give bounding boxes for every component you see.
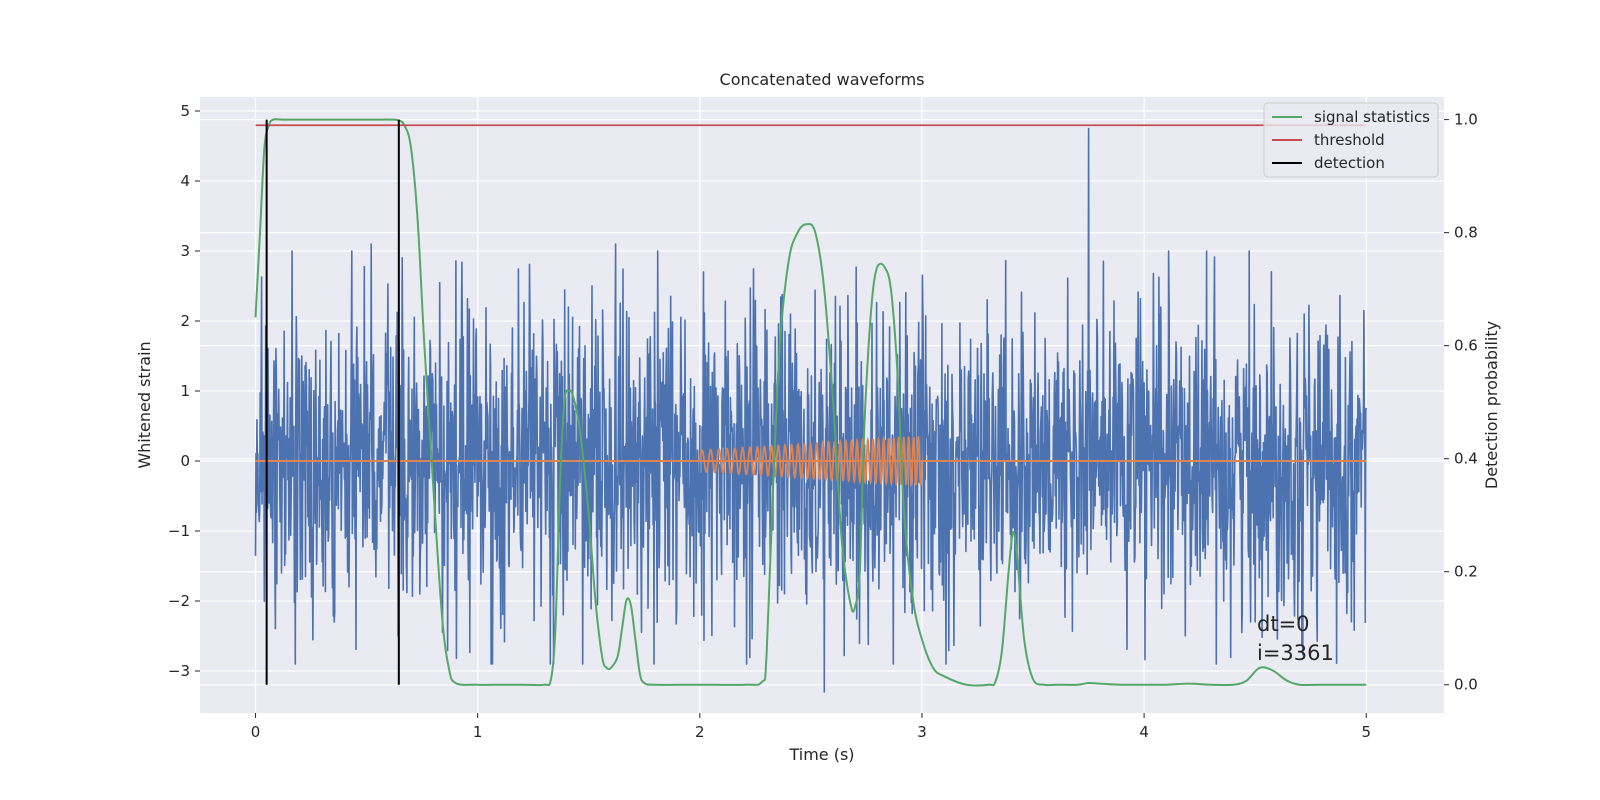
legend-box	[1263, 102, 1439, 178]
y-tick-label: 5	[180, 102, 190, 120]
x-tick-label: 0	[251, 723, 261, 741]
y-tick-label: 3	[180, 242, 190, 260]
y-axis-right-label: Detection probability	[1482, 321, 1501, 489]
legend-entry-threshold: threshold	[1314, 131, 1385, 149]
y-tick-label: 1	[180, 382, 190, 400]
x-tick-label: 4	[1139, 723, 1149, 741]
y-tick-label: −1	[168, 522, 190, 540]
legend: signal statistics threshold detection	[1263, 102, 1439, 178]
axis-ticks: 0 1 2 3 4 5 −3 −2 −1 0 1 2 3 4 5 0.0 0.2 0.4 0.6 0.8 1.0	[168, 102, 1478, 741]
y-tick-label: −3	[168, 662, 190, 680]
injection-chirp	[698, 434, 923, 488]
strain-series	[254, 127, 1368, 693]
strain-line	[254, 127, 1368, 693]
probability-series	[254, 118, 1367, 687]
y-axis-label: Whitened strain	[135, 341, 154, 468]
x-tick-label: 1	[473, 723, 483, 741]
chart-title: Concatenated waveforms	[720, 70, 925, 89]
y-right-tick-label: 1.0	[1454, 111, 1478, 129]
y-tick-label: 4	[180, 172, 190, 190]
y-right-tick-label: 0.0	[1454, 676, 1478, 694]
annotation-dt: dt=0	[1257, 612, 1310, 636]
y-right-tick-label: 0.2	[1454, 563, 1478, 581]
x-axis-label: Time (s)	[788, 745, 854, 764]
legend-entry-signal-statistics: signal statistics	[1314, 108, 1430, 126]
y-tick-label: −2	[168, 592, 190, 610]
annotation-index: i=3361	[1257, 641, 1334, 665]
annotations: dt=0 i=3361	[1257, 612, 1334, 665]
y-tick-label: 0	[180, 452, 190, 470]
x-tick-label: 2	[695, 723, 705, 741]
signal-statistics-line	[254, 118, 1367, 687]
legend-entry-detection: detection	[1314, 154, 1385, 172]
y-right-tick-label: 0.8	[1454, 224, 1478, 242]
x-tick-label: 3	[917, 723, 927, 741]
y-right-tick-label: 0.6	[1454, 337, 1478, 355]
x-tick-label: 5	[1361, 723, 1371, 741]
injection-series	[255, 434, 1367, 488]
y-tick-label: 2	[180, 312, 190, 330]
y-right-tick-label: 0.4	[1454, 450, 1478, 468]
